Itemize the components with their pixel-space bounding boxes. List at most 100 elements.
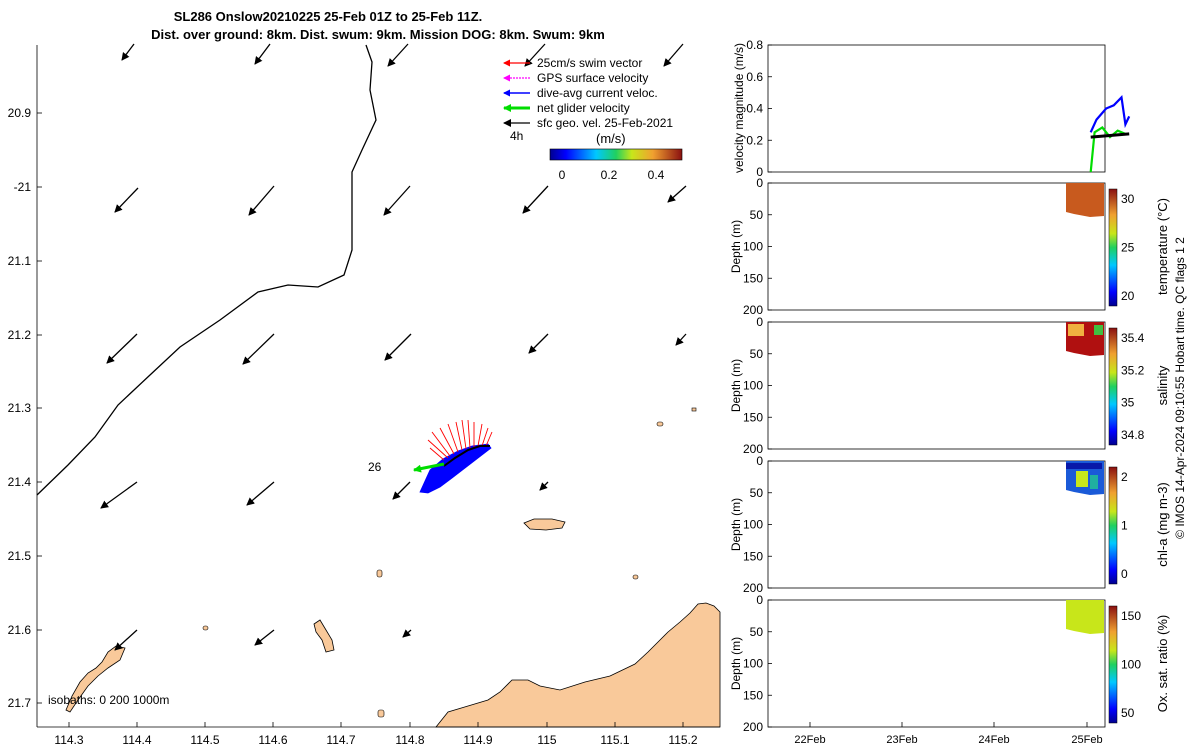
profile-ytick-label: 100: [743, 518, 763, 532]
map-ytick-label: 21.4: [8, 475, 32, 489]
profile-colorbar-tick: 35: [1121, 396, 1135, 410]
map-ytick-label: 21.3: [8, 401, 32, 415]
profile-colorbar-tick: 2: [1121, 470, 1128, 484]
coastline: [36, 44, 377, 496]
colorbar-title: (m/s): [596, 131, 626, 146]
profile-colorbar: [1108, 327, 1118, 446]
profile-ytick-label: 50: [750, 486, 764, 500]
profile-ytick-label: 100: [743, 657, 763, 671]
legend-swim-vector: 25cm/s swim vector: [537, 56, 642, 70]
profile-colorbar-label: salinity: [1155, 365, 1170, 405]
isobaths-label: isobaths: 0 200 1000m: [48, 693, 169, 707]
profile-data-fill: [1066, 183, 1104, 217]
profile-colorbar-tick: 50: [1121, 706, 1135, 720]
time-axis: 22Feb 23Feb 24Feb 25Feb: [794, 722, 1103, 746]
profile-data-block: [1066, 600, 1104, 634]
profile-data-fill: [1066, 600, 1104, 634]
map-ytick-label: 21.6: [8, 623, 32, 637]
map-xtick-label: 114.9: [463, 733, 492, 747]
profile-ytick-label: 50: [750, 347, 764, 361]
profile-panel-2: 0 50 100 150 200 Depth (m) 34.8 35 35.2 35.4 salin…: [729, 315, 1170, 456]
profile-axes-box: [767, 599, 1106, 728]
profile-colorbar-tick: 34.8: [1121, 428, 1145, 442]
profile-ytick-label: 100: [743, 240, 763, 254]
velocity-ytick-label: 0.4: [746, 102, 763, 116]
legend-sfc-geo-vel: sfc geo. vel. 25-Feb-2021: [537, 116, 673, 130]
map-y-axis: 20.9 -21 21.1 21.2 21.3 21.4 21.5 21.6 21.7: [8, 106, 42, 710]
profile-ytick-label: 50: [750, 208, 764, 222]
profile-ylabel: Depth (m): [729, 498, 743, 551]
profile-colorbar-tick: 25: [1121, 241, 1135, 255]
swim-vector-fan: [427, 419, 493, 461]
map-ytick-label: -21: [14, 180, 32, 194]
velocity-series-line: [1090, 132, 1130, 139]
profile-axes-box: [767, 460, 1106, 589]
profile-ytick-label: 200: [743, 442, 763, 456]
land-mainland: [435, 602, 721, 728]
velocity-series-line: [1089, 95, 1131, 133]
profile-colorbar-label: chl-a (mg m-3): [1155, 482, 1170, 567]
land-island-central: [313, 619, 335, 653]
net-glider-velocity-arrow: [413, 462, 445, 473]
profile-colorbar-tick: 30: [1121, 192, 1135, 206]
profile-data-patch: [1068, 324, 1084, 336]
profile-data-patch: [1094, 325, 1103, 335]
profile-colorbar-tick: 0: [1121, 567, 1128, 581]
profile-ytick-label: 0: [756, 176, 763, 190]
profile-colorbar-tick: 35.4: [1121, 331, 1145, 345]
profile-ytick-label: 200: [743, 581, 763, 595]
legend-net-glider-velocity: net glider velocity: [537, 101, 630, 115]
profile-colorbar-tick: 100: [1121, 658, 1141, 672]
profile-colorbar-tick: 35.2: [1121, 363, 1145, 377]
colorbar-tick-2: 0.4: [648, 168, 665, 182]
velocity-panel: 0 0.2 0.4 0.6 0.8 velocity magnitude (m/s): [732, 38, 1131, 179]
profile-ytick-label: 50: [750, 625, 764, 639]
time-tick-label: 22Feb: [794, 734, 825, 746]
profile-data-block: [1066, 322, 1104, 356]
land-islet-1: [656, 421, 664, 427]
footer-credit: © IMOS 14-Apr-2024 09:10:55 Hobart time.…: [1173, 237, 1187, 539]
profile-colorbar-tick: 150: [1121, 609, 1141, 623]
map-ytick-label: 20.9: [8, 106, 32, 120]
land-islet-4: [202, 625, 209, 631]
map-x-axis: 114.3 114.4 114.5 114.6 114.7 114.8 114.9 115 11…: [54, 722, 698, 747]
velocity-ytick-label: 0.8: [746, 38, 763, 52]
profile-ytick-label: 150: [743, 688, 763, 702]
map-ytick-label: 21.2: [8, 328, 32, 342]
profile-colorbar-label: temperature (°C): [1155, 198, 1170, 295]
profile-ylabel: Depth (m): [729, 359, 743, 412]
profile-axes-box: [767, 182, 1106, 311]
profile-ytick-label: 200: [743, 720, 763, 734]
time-tick-label: 25Feb: [1071, 734, 1102, 746]
legend-interval: 4h: [510, 129, 523, 143]
profile-data-patch: [1066, 463, 1102, 469]
speed-colorbar: [549, 148, 683, 161]
land-islet-3: [377, 709, 385, 718]
map-xtick-label: 114.6: [258, 733, 287, 747]
profile-panel-3: 0 50 100 150 200 Depth (m) 0 1 2 chl-a (mg m-3): [729, 454, 1170, 595]
profile-panel-1: 0 50 100 150 200 Depth (m) 20 25 30 temperature (…: [729, 176, 1170, 317]
geostrophic-arrows: [100, 43, 687, 651]
map-xtick-label: 115.1: [600, 733, 629, 747]
profile-panel-4: 0 50 100 150 200 Depth (m) 50 100 150 Ox. sat. ra…: [729, 593, 1170, 734]
glider-track: [443, 445, 490, 467]
map-panel: 26 25cm/s swim vector GPS surface veloci…: [8, 43, 721, 747]
velocity-series: [1089, 95, 1131, 173]
map-xtick-label: 114.8: [395, 733, 424, 747]
profile-data-patch: [1090, 475, 1098, 489]
map-ytick-label: 21.5: [8, 549, 32, 563]
profile-ytick-label: 100: [743, 379, 763, 393]
map-legend: 25cm/s swim vector GPS surface velocity …: [503, 56, 683, 182]
map-ytick-label: 21.1: [8, 254, 32, 268]
profile-axes-box: [767, 321, 1106, 450]
velocity-ytick-label: 0: [756, 165, 763, 179]
profile-ylabel: Depth (m): [729, 637, 743, 690]
map-xtick-label: 115: [537, 733, 556, 747]
map-xtick-label: 115.2: [668, 733, 697, 747]
profile-colorbar-tick: 20: [1121, 289, 1135, 303]
colorbar-tick-1: 0.2: [601, 168, 618, 182]
time-tick-label: 24Feb: [978, 734, 1009, 746]
profile-colorbar: [1108, 466, 1118, 585]
